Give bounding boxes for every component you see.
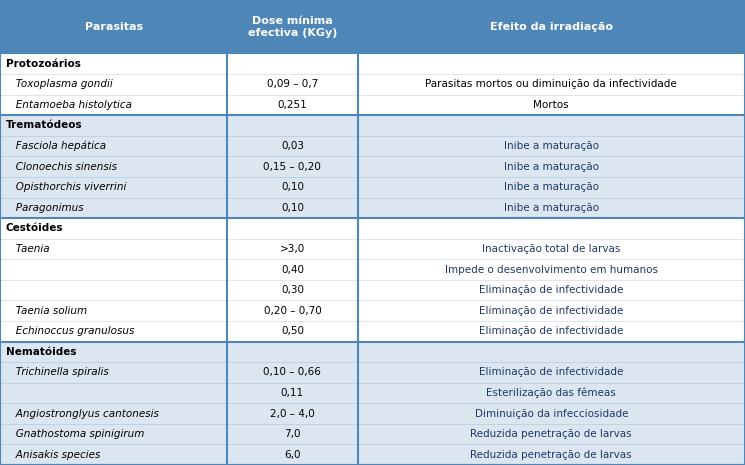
Text: Inibe a maturação: Inibe a maturação [504, 162, 599, 172]
Text: Echinoccus granulosus: Echinoccus granulosus [6, 326, 134, 336]
Text: 0,03: 0,03 [281, 141, 304, 151]
Text: Reduzida penetração de larvas: Reduzida penetração de larvas [471, 450, 632, 460]
Bar [0, 95, 745, 115]
Text: Taenia: Taenia [6, 244, 50, 254]
Bar [0, 403, 745, 424]
Text: 0,15 – 0,20: 0,15 – 0,20 [264, 162, 321, 172]
Bar [0, 383, 745, 403]
Bar [0, 362, 745, 383]
Text: 6,0: 6,0 [284, 450, 301, 460]
Text: Parasitas: Parasitas [84, 22, 143, 32]
Text: 0,09 – 0,7: 0,09 – 0,7 [267, 80, 318, 89]
Text: 0,11: 0,11 [281, 388, 304, 398]
Text: Entamoeba histolytica: Entamoeba histolytica [6, 100, 132, 110]
Bar [0, 0, 227, 53]
Text: Inactivação total de larvas: Inactivação total de larvas [482, 244, 621, 254]
Text: Eliminação de infectividade: Eliminação de infectividade [479, 285, 624, 295]
Text: Eliminação de infectividade: Eliminação de infectividade [479, 326, 624, 336]
Text: Toxoplasma gondii: Toxoplasma gondii [6, 80, 112, 89]
Text: Opisthorchis viverrini: Opisthorchis viverrini [6, 182, 127, 192]
Text: Esterilização das fêmeas: Esterilização das fêmeas [486, 388, 616, 398]
Bar [0, 239, 745, 259]
Text: 0,10 – 0,66: 0,10 – 0,66 [264, 367, 321, 378]
Text: Inibe a maturação: Inibe a maturação [504, 141, 599, 151]
Text: Eliminação de infectividade: Eliminação de infectividade [479, 306, 624, 316]
Text: Parasitas mortos ou diminuição da infectividade: Parasitas mortos ou diminuição da infect… [425, 80, 677, 89]
Text: Inibe a maturação: Inibe a maturação [504, 203, 599, 213]
Bar [0, 341, 745, 362]
Text: 0,251: 0,251 [278, 100, 307, 110]
Text: Clonoechis sinensis: Clonoechis sinensis [6, 162, 117, 172]
Text: Dose mínima
efectiva (KGy): Dose mínima efectiva (KGy) [248, 16, 337, 38]
Text: Taenia solium: Taenia solium [6, 306, 87, 316]
Text: 0,40: 0,40 [281, 265, 304, 274]
Text: 7,0: 7,0 [284, 429, 301, 439]
Text: Angiostronglyus cantonesis: Angiostronglyus cantonesis [6, 409, 159, 418]
Text: Eliminação de infectividade: Eliminação de infectividade [479, 367, 624, 378]
Text: Trichinella spiralis: Trichinella spiralis [6, 367, 109, 378]
Bar [0, 218, 745, 239]
Text: Anisakis species: Anisakis species [6, 450, 101, 460]
Bar [0, 300, 745, 321]
Text: Efeito da irradiação: Efeito da irradiação [489, 22, 613, 32]
Text: Protozoários: Protozoários [6, 59, 81, 69]
Text: Gnathostoma spinigirum: Gnathostoma spinigirum [6, 429, 145, 439]
Text: 0,50: 0,50 [281, 326, 304, 336]
Text: Cestóides: Cestóides [6, 223, 63, 233]
Text: Inibe a maturação: Inibe a maturação [504, 182, 599, 192]
Bar [0, 198, 745, 218]
Text: 0,30: 0,30 [281, 285, 304, 295]
Bar [358, 0, 745, 53]
Bar [0, 156, 745, 177]
Text: >3,0: >3,0 [280, 244, 305, 254]
Text: Reduzida penetração de larvas: Reduzida penetração de larvas [471, 429, 632, 439]
Bar [0, 280, 745, 300]
Bar [0, 321, 745, 341]
Text: Paragonimus: Paragonimus [6, 203, 83, 213]
Text: 0,10: 0,10 [281, 182, 304, 192]
Text: Mortos: Mortos [533, 100, 569, 110]
Bar [0, 445, 745, 465]
Bar [0, 53, 745, 74]
Bar [0, 424, 745, 445]
Text: Nematóides: Nematóides [6, 347, 77, 357]
Text: Diminuição da infecciosidade: Diminuição da infecciosidade [475, 409, 628, 418]
Bar [0, 177, 745, 198]
Text: Impede o desenvolvimento em humanos: Impede o desenvolvimento em humanos [445, 265, 658, 274]
Bar [0, 259, 745, 280]
Bar [0, 115, 745, 136]
Bar [0, 74, 745, 95]
Text: Fasciola hepática: Fasciola hepática [6, 141, 106, 151]
Text: Trematódeos: Trematódeos [6, 120, 83, 131]
Bar [227, 0, 358, 53]
Text: 0,10: 0,10 [281, 203, 304, 213]
Bar [0, 136, 745, 156]
Text: 2,0 – 4,0: 2,0 – 4,0 [270, 409, 315, 418]
Text: 0,20 – 0,70: 0,20 – 0,70 [264, 306, 321, 316]
